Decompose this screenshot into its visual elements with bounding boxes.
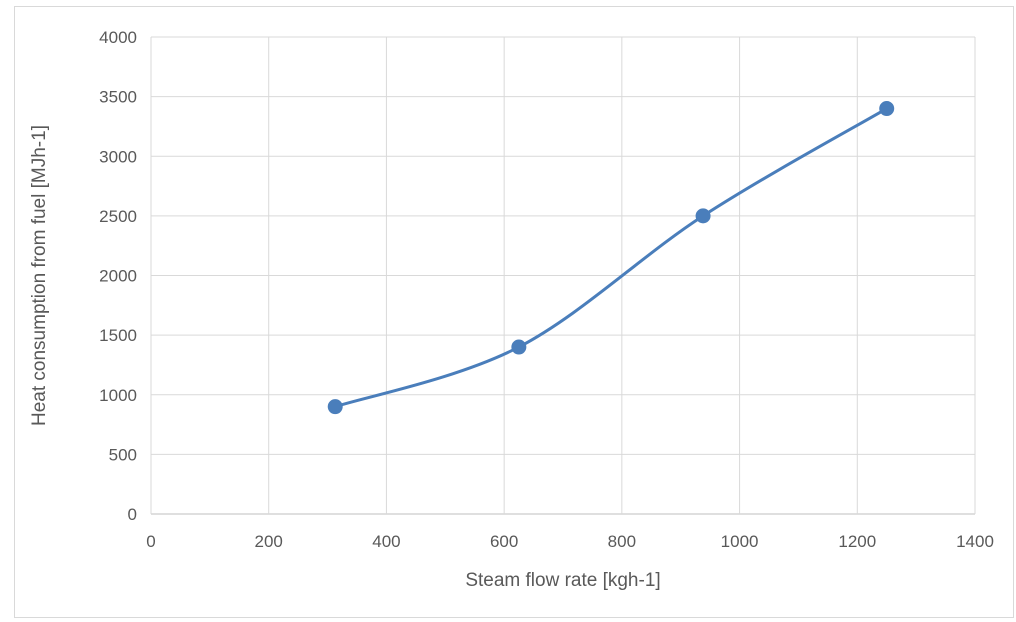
x-tick-label: 400: [372, 532, 400, 551]
y-tick-label: 1000: [99, 386, 137, 405]
x-tick-label: 600: [490, 532, 518, 551]
data-point: [695, 208, 711, 224]
y-tick-label: 3000: [99, 147, 137, 166]
data-point: [879, 101, 895, 117]
series-line: [333, 107, 889, 409]
x-axis-title: Steam flow rate [kgh-1]: [465, 570, 660, 591]
data-point: [327, 399, 343, 415]
x-tick-label: 1000: [721, 532, 759, 551]
y-tick-label: 500: [109, 445, 137, 464]
y-tick-label: 2500: [99, 207, 137, 226]
x-tick-label: 200: [255, 532, 283, 551]
x-tick-label: 1200: [838, 532, 876, 551]
y-tick-label: 4000: [99, 28, 137, 47]
y-tick-label: 2000: [99, 267, 137, 286]
y-tick-label: 1500: [99, 326, 137, 345]
series-layer: [327, 101, 895, 415]
chart-frame: 0 500 1000 1500 2000 2500 3000 3500 4000 0 200 400 6…: [14, 6, 1014, 618]
tick-labels: 0 500 1000 1500 2000 2500 3000 3500 4000 0 200 400 6…: [99, 28, 994, 551]
y-axis-title: Heat consumption from fuel [MJh-1]: [29, 125, 50, 426]
x-tick-label: 1400: [956, 532, 994, 551]
y-tick-label: 3500: [99, 88, 137, 107]
data-point: [511, 339, 527, 355]
line-chart: 0 500 1000 1500 2000 2500 3000 3500 4000 0 200 400 6…: [29, 28, 994, 591]
x-tick-label: 800: [608, 532, 636, 551]
grid: [150, 36, 976, 515]
x-tick-label: 0: [146, 532, 155, 551]
y-tick-label: 0: [128, 505, 137, 524]
